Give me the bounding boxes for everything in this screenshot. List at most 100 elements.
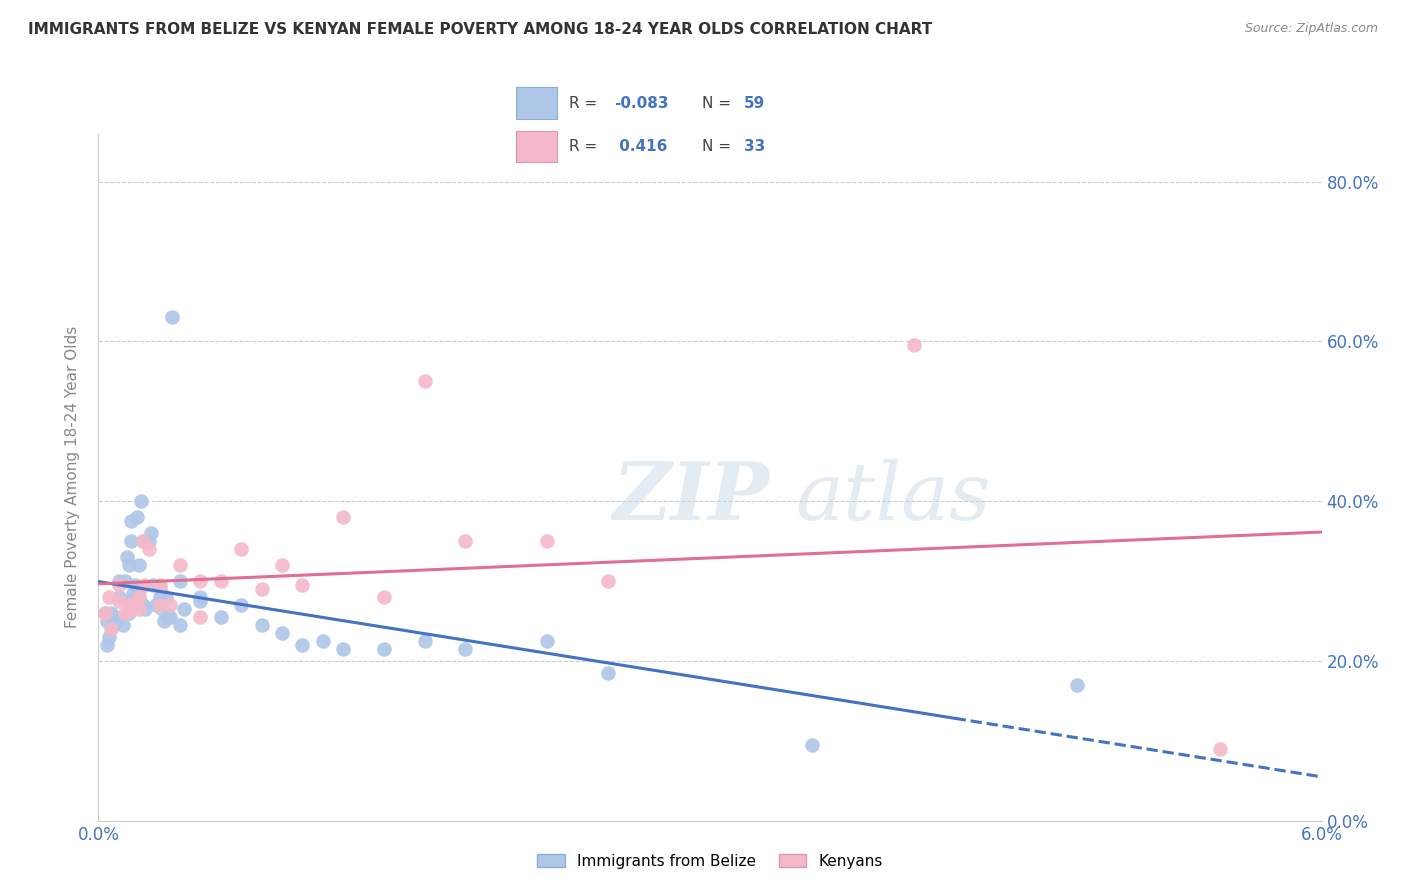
Point	[93, 606, 115, 620]
Point	[156, 610, 179, 624]
Point	[332, 642, 354, 657]
Point	[108, 594, 131, 608]
Point	[132, 534, 155, 549]
Point	[104, 610, 127, 624]
Point	[96, 614, 118, 628]
Point	[373, 590, 395, 604]
Point	[97, 630, 120, 644]
Point	[128, 582, 150, 596]
Point	[138, 542, 160, 557]
Point	[159, 610, 181, 624]
Text: R =: R =	[568, 139, 602, 154]
Point	[188, 574, 212, 588]
Point	[134, 602, 156, 616]
Point	[373, 642, 395, 657]
Text: N =: N =	[702, 95, 735, 111]
Point	[454, 534, 477, 549]
Point	[100, 606, 122, 620]
Point	[128, 590, 150, 604]
Text: 59: 59	[744, 95, 765, 111]
Point	[169, 574, 191, 588]
Point	[188, 610, 212, 624]
Point	[101, 618, 124, 632]
Point	[188, 590, 212, 604]
Point	[209, 610, 232, 624]
Point	[132, 534, 155, 549]
Point	[270, 558, 292, 572]
Point	[149, 590, 172, 604]
Text: 0.416: 0.416	[614, 139, 668, 154]
Point	[160, 310, 183, 325]
Point	[128, 558, 150, 572]
Point	[120, 514, 142, 528]
Point	[129, 494, 152, 508]
Point	[598, 665, 620, 680]
Point	[291, 638, 314, 652]
Point	[132, 598, 155, 612]
Point	[536, 534, 558, 549]
Point	[413, 375, 436, 389]
Point	[536, 634, 558, 648]
Point	[124, 578, 146, 592]
Point	[188, 594, 212, 608]
Point	[108, 590, 131, 604]
Text: R =: R =	[568, 95, 602, 111]
Point	[169, 558, 191, 572]
Point	[250, 618, 273, 632]
Point	[149, 598, 172, 612]
Point	[270, 626, 292, 640]
Point	[1066, 678, 1088, 692]
Text: atlas: atlas	[796, 459, 991, 537]
Point	[96, 638, 118, 652]
Point	[134, 578, 156, 592]
Point	[149, 578, 172, 592]
Point	[105, 614, 128, 628]
Point	[114, 574, 136, 588]
Point	[120, 602, 142, 616]
Point	[155, 590, 177, 604]
Point	[149, 582, 172, 596]
Point	[118, 598, 141, 612]
Point	[111, 618, 134, 632]
Point	[120, 534, 142, 549]
Point	[115, 550, 138, 565]
Point	[413, 634, 436, 648]
Point	[108, 578, 131, 592]
FancyBboxPatch shape	[516, 87, 557, 119]
Point	[231, 598, 253, 612]
Point	[801, 738, 824, 752]
FancyBboxPatch shape	[516, 131, 557, 162]
Point	[311, 634, 335, 648]
Point	[118, 594, 141, 608]
Point	[100, 622, 122, 636]
Point	[93, 606, 115, 620]
Text: IMMIGRANTS FROM BELIZE VS KENYAN FEMALE POVERTY AMONG 18-24 YEAR OLDS CORRELATIO: IMMIGRANTS FROM BELIZE VS KENYAN FEMALE …	[28, 22, 932, 37]
Text: -0.083: -0.083	[614, 95, 669, 111]
Point	[1208, 741, 1232, 756]
Text: Source: ZipAtlas.com: Source: ZipAtlas.com	[1244, 22, 1378, 36]
Point	[108, 574, 131, 588]
Point	[127, 510, 149, 524]
Point	[150, 602, 173, 616]
Point	[128, 590, 150, 604]
Point	[903, 338, 925, 352]
Y-axis label: Female Poverty Among 18-24 Year Olds: Female Poverty Among 18-24 Year Olds	[65, 326, 80, 628]
Point	[142, 578, 165, 592]
Text: 33: 33	[744, 139, 765, 154]
Point	[128, 602, 150, 616]
Point	[291, 578, 314, 592]
Point	[138, 534, 160, 549]
Point	[122, 586, 145, 600]
Point	[159, 598, 181, 612]
Point	[97, 590, 120, 604]
Text: N =: N =	[702, 139, 735, 154]
Point	[209, 574, 232, 588]
Point	[598, 574, 620, 588]
Point	[332, 510, 354, 524]
Text: ZIP: ZIP	[612, 459, 769, 537]
Point	[250, 582, 273, 596]
Point	[145, 598, 167, 612]
Point	[124, 598, 146, 612]
Point	[454, 642, 477, 657]
Point	[231, 542, 253, 557]
